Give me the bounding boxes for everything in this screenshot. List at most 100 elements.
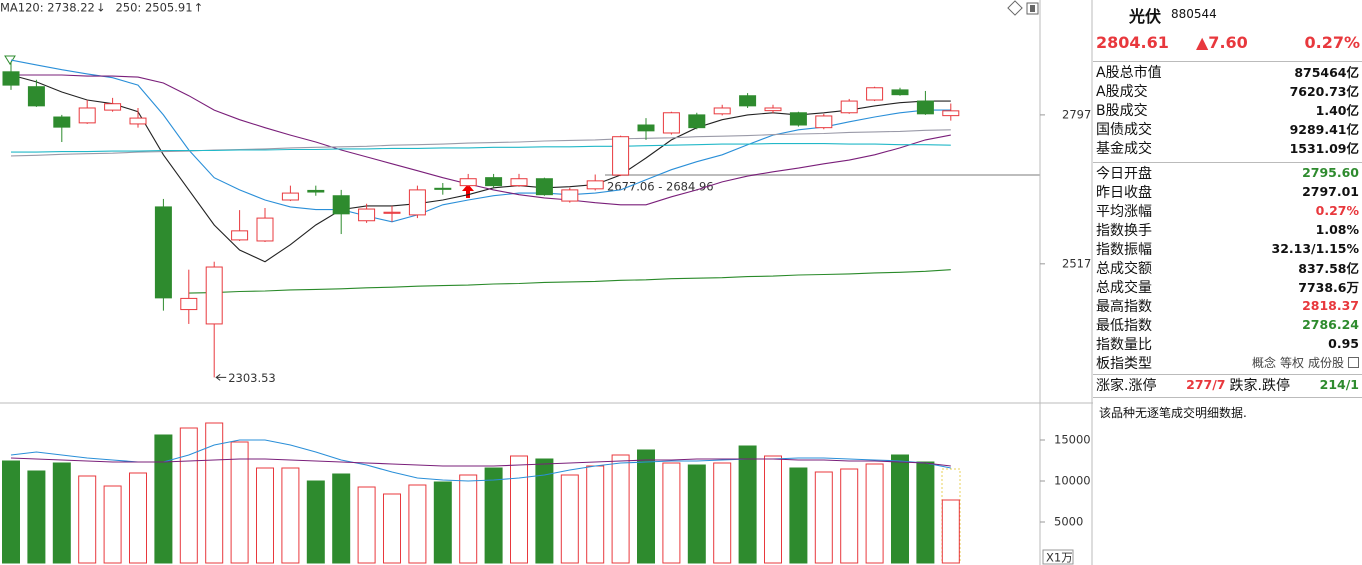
- low-arrow: [215, 373, 227, 381]
- candle-body: [104, 103, 122, 111]
- candle-body: [383, 211, 401, 214]
- unit-box: [1042, 549, 1074, 565]
- signal-marker: [4, 55, 16, 65]
- row-label: 板指类型: [1096, 355, 1152, 372]
- volume-bar: [154, 434, 173, 564]
- type-option[interactable]: 成份股: [1307, 356, 1344, 370]
- candle-body: [53, 116, 71, 128]
- info-row: A股总市值 875464亿: [1096, 62, 1359, 81]
- row-label: 基金成交: [1096, 140, 1152, 157]
- volume-bar: [103, 485, 122, 564]
- row-value: 875464亿: [1294, 65, 1359, 80]
- volume-bar: [459, 474, 478, 564]
- up-value: 277/7: [1186, 377, 1226, 392]
- row-value: 9289.41亿: [1289, 122, 1359, 137]
- candle-body: [231, 230, 249, 241]
- volume-bar: [408, 484, 427, 564]
- row-value: 32.13/1.15%: [1271, 241, 1359, 256]
- candle-body: [205, 266, 223, 325]
- row-label: 总成交额: [1096, 260, 1152, 277]
- separator: [1093, 397, 1362, 398]
- info-row: B股成交 1.40亿: [1096, 100, 1359, 119]
- info-row: 指数量比 0.95: [1096, 334, 1359, 353]
- volume-bar: [916, 461, 935, 564]
- candle-body: [916, 100, 934, 115]
- candle-body: [764, 107, 782, 112]
- volume-bar: [611, 454, 630, 564]
- options: 概念 等权 成份股: [1252, 354, 1359, 371]
- volume-bar: [891, 454, 909, 564]
- row-value: 1.08%: [1315, 222, 1359, 237]
- type-option[interactable]: 等权: [1279, 356, 1304, 370]
- candle-body: [891, 89, 909, 96]
- volume-bar: [383, 493, 401, 564]
- info-row: 总成交额 837.58亿: [1096, 258, 1359, 277]
- stock-code: 880544: [1171, 7, 1217, 21]
- volume-bar: [840, 468, 859, 564]
- candle-body: [459, 178, 477, 187]
- candle-body: [866, 87, 884, 101]
- volume-bar: [27, 470, 46, 564]
- up-label: 涨家.涨停: [1096, 377, 1157, 394]
- volume-bar: [78, 475, 97, 564]
- row-label: A股成交: [1096, 83, 1148, 100]
- index-type-row: 板指类型 概念 等权 成份股: [1096, 353, 1359, 372]
- row-label: B股成交: [1096, 102, 1148, 119]
- range-annotation: 2677.06 - 2684.96: [607, 180, 714, 194]
- icon-window[interactable]: [1026, 2, 1039, 15]
- row-value: 7738.6万: [1298, 280, 1359, 295]
- chart: 2677.06 - 2684.96 X1万 2303.53 2517 2797 MA1…: [0, 0, 1093, 565]
- candle-body: [129, 117, 147, 125]
- info-row: 指数换手 1.08%: [1096, 220, 1359, 239]
- candle-body: [739, 95, 757, 107]
- info-panel: 光伏 880544 2804.61 ▲7.60 0.27% A股总市值 875464亿 A股成…: [1093, 0, 1362, 565]
- y-tick-label: 5000: [1054, 514, 1083, 528]
- row-label: 指数量比: [1096, 336, 1152, 353]
- icon-diamond[interactable]: [1007, 0, 1023, 16]
- candle-body: [612, 136, 630, 176]
- down-label: 跌家.跌停: [1229, 377, 1290, 394]
- separator: [1093, 162, 1362, 163]
- row-value: 2818.37: [1302, 298, 1359, 313]
- volume-bar: [560, 474, 579, 564]
- row-value: 2797.01: [1302, 184, 1359, 199]
- info-row: 今日开盘 2795.60: [1096, 163, 1359, 182]
- stock-name: 光伏: [1129, 7, 1162, 26]
- type-option[interactable]: 概念: [1251, 356, 1276, 370]
- candle-body: [307, 189, 325, 193]
- candle-body: [688, 114, 706, 129]
- candle-body: [662, 112, 680, 134]
- low-label: 2303.53: [228, 371, 276, 385]
- row-label: A股总市值: [1096, 64, 1162, 81]
- volume-bar: [179, 427, 198, 564]
- breadth-row: 涨家.涨停 277/7 跌家.跌停 214/1: [1096, 375, 1359, 394]
- candle-body: [332, 195, 350, 215]
- row-value: 2795.60: [1302, 165, 1359, 180]
- icon-window-fill: [1030, 5, 1035, 12]
- candle-body: [840, 100, 858, 114]
- volume-bar: [535, 458, 554, 564]
- price: 2804.61: [1096, 33, 1169, 52]
- volume-bar: [865, 463, 884, 564]
- volume-bar: [281, 467, 300, 564]
- y-tick-label: 10000: [1054, 473, 1091, 487]
- ma-line: [11, 143, 951, 153]
- volume-bar: [332, 473, 351, 564]
- row-label: 最低指数: [1096, 317, 1152, 334]
- y-tick-label: 2517: [1062, 256, 1091, 270]
- volume-bar: [433, 481, 452, 564]
- separator: [1093, 61, 1362, 62]
- volume-bar: [510, 455, 528, 564]
- volume-bar: [738, 445, 757, 564]
- ma-line: [10, 59, 951, 223]
- candle-body: [815, 115, 833, 129]
- row-label: 最高指数: [1096, 298, 1152, 315]
- y-tick-label: 15000: [1054, 432, 1091, 446]
- volume-bar: [52, 462, 71, 564]
- info-row: 平均涨幅 0.27%: [1096, 201, 1359, 220]
- candle-body: [535, 178, 553, 196]
- volume-bar: [357, 486, 376, 564]
- candle-body: [408, 189, 426, 216]
- row-label: 今日开盘: [1096, 165, 1152, 182]
- info-row: 总成交量 7738.6万: [1096, 277, 1359, 296]
